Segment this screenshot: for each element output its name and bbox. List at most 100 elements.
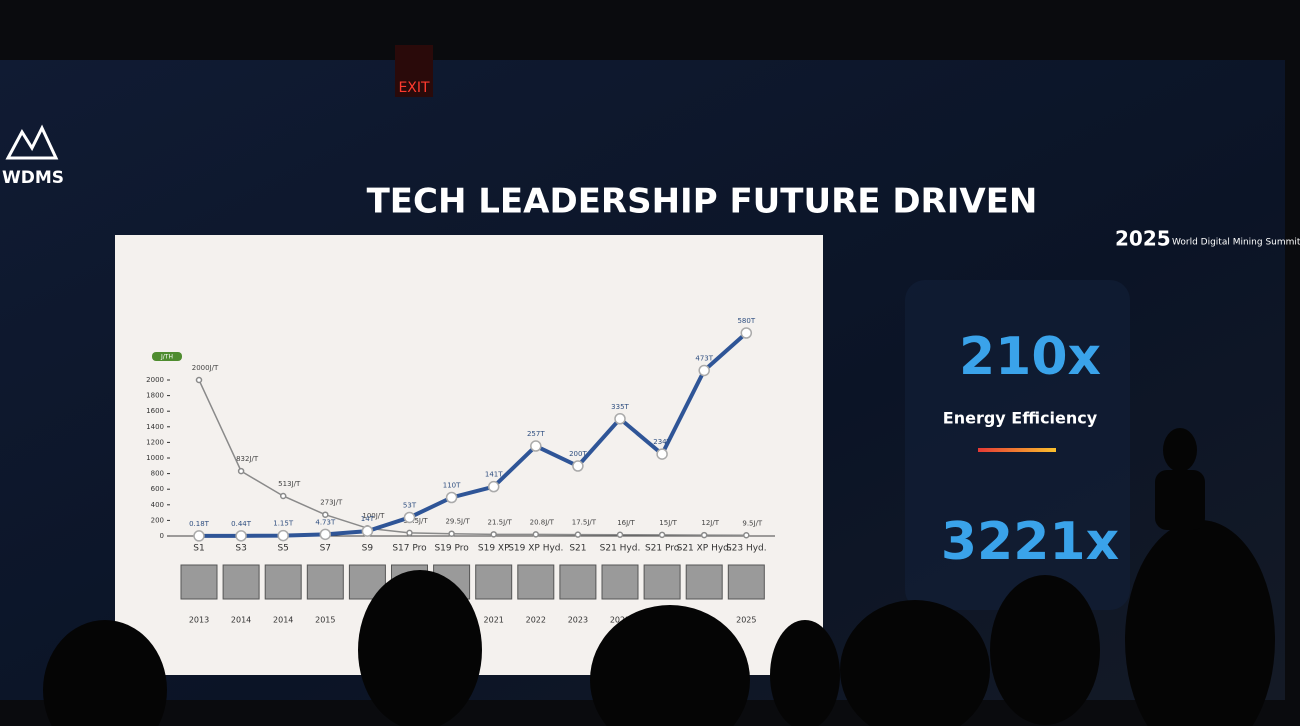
- audience: [43, 428, 1275, 726]
- x-tick-label: S17 Pro: [392, 544, 427, 554]
- head: [990, 575, 1100, 725]
- data-point: [656, 448, 668, 460]
- y-tick-label: 1200: [146, 438, 164, 446]
- data-point: [658, 531, 666, 539]
- speaker: [1163, 428, 1197, 472]
- speaker: [1155, 470, 1205, 530]
- exit-box: [395, 45, 433, 97]
- data-point: [277, 529, 289, 542]
- y-axis-label: J/TH: [160, 354, 173, 361]
- year-label: 2022: [526, 616, 546, 625]
- data-label: 473T: [695, 354, 713, 362]
- year-label: 2014: [231, 616, 251, 625]
- y-tick-label: 600: [151, 485, 164, 493]
- miner-image: [601, 564, 639, 600]
- data-point: [487, 480, 500, 493]
- logo: WDMS: [2, 168, 64, 188]
- data-point: [195, 376, 203, 384]
- miner-image: [222, 564, 260, 600]
- x-tick-label: S9: [362, 544, 374, 554]
- year-label: 2021: [484, 616, 504, 625]
- data-point: [361, 525, 374, 537]
- y-label-box: [152, 352, 182, 361]
- data-point: [403, 511, 416, 524]
- series-line: [198, 379, 747, 537]
- miner-image: [348, 564, 386, 600]
- data-point: [445, 491, 458, 504]
- data-label: 53T: [403, 501, 417, 509]
- exit-sign: EXIT: [398, 80, 430, 96]
- year-label: 2015: [315, 616, 335, 625]
- y-tick-label: 1600: [146, 407, 164, 415]
- data-label: 335T: [611, 403, 629, 411]
- x-tick-label: S19 XP: [478, 544, 510, 554]
- x-tick-label: S23 Hyd.: [726, 544, 767, 554]
- data-label: 0.18T: [189, 520, 210, 528]
- data-point: [700, 531, 708, 539]
- x-tick-label: S21: [569, 544, 586, 554]
- data-label: 141T: [485, 471, 503, 479]
- head: [590, 605, 750, 726]
- data-label: 4.73T: [315, 518, 336, 526]
- logo-mark: [5, 124, 59, 160]
- data-point: [193, 530, 205, 542]
- y-tick-label: 0: [160, 532, 164, 540]
- data-label: 14T: [361, 515, 375, 523]
- x-tick-label: S7: [320, 544, 331, 554]
- miner-image: [306, 564, 344, 600]
- miner-image: [180, 564, 218, 600]
- y-tick-label: 1400: [146, 423, 164, 431]
- data-point: [698, 364, 710, 377]
- data-label: 15J/T: [659, 519, 677, 527]
- x-tick-label: S21 XP Hyd.: [677, 544, 732, 554]
- head: [358, 570, 482, 726]
- year-label: 2014: [273, 616, 293, 625]
- data-point: [532, 531, 540, 538]
- data-label: 9.5J/T: [742, 519, 763, 527]
- data-point: [237, 467, 245, 475]
- data-point: [530, 440, 542, 452]
- head: [1125, 520, 1275, 726]
- data-label: 580T: [737, 317, 755, 325]
- data-point: [614, 413, 626, 425]
- head: [43, 620, 167, 726]
- x-tick-label: S3: [235, 544, 246, 554]
- slide-title: TECH LEADERSHIP FUTURE DRIVEN: [367, 182, 1038, 222]
- y-tick-label: 800: [151, 470, 164, 478]
- miner-image: [559, 564, 597, 600]
- year-label: 2023: [568, 616, 588, 625]
- x-tick-label: S19 XP Hyd.: [508, 544, 563, 554]
- data-label: 234T: [653, 438, 671, 446]
- y-tick-label: 2000: [146, 376, 164, 384]
- data-label: 200T: [569, 450, 587, 458]
- data-point: [322, 511, 329, 518]
- data-label: 29.5J/T: [445, 518, 470, 526]
- data-label: 100J/T: [362, 512, 385, 520]
- chart: 0 200 400 600 800 1000 1200 1400 1600 1800 2000 S1 2…: [146, 317, 775, 625]
- data-label: 39.5J/T: [403, 517, 428, 525]
- data-point: [743, 532, 750, 539]
- data-label: 12J/T: [701, 519, 719, 527]
- event-year: 2025: [1115, 227, 1171, 251]
- data-label: 273J/T: [320, 499, 343, 507]
- data-point: [616, 531, 624, 539]
- year-label: 2023: [610, 616, 630, 625]
- data-label: 21.5J/T: [488, 518, 513, 526]
- x-tick-label: S21 Hyd.: [600, 544, 641, 554]
- year-label: 2013: [189, 616, 209, 625]
- data-label: 1.15T: [273, 520, 294, 528]
- data-point: [235, 530, 247, 542]
- x-tick-label: S21 Pro: [645, 544, 680, 554]
- miner-image: [643, 564, 681, 600]
- stat-value: 3221x: [941, 512, 1119, 572]
- event-name: World Digital Mining Summit: [1172, 238, 1300, 248]
- data-label: 20.8J/T: [530, 518, 555, 526]
- x-tick-label: S19 Pro: [434, 544, 469, 554]
- head: [840, 600, 990, 726]
- x-tick-label: S1: [193, 544, 204, 554]
- y-tick-label: 1000: [146, 454, 164, 462]
- year-label: 2025: [736, 616, 756, 625]
- data-point: [279, 492, 287, 500]
